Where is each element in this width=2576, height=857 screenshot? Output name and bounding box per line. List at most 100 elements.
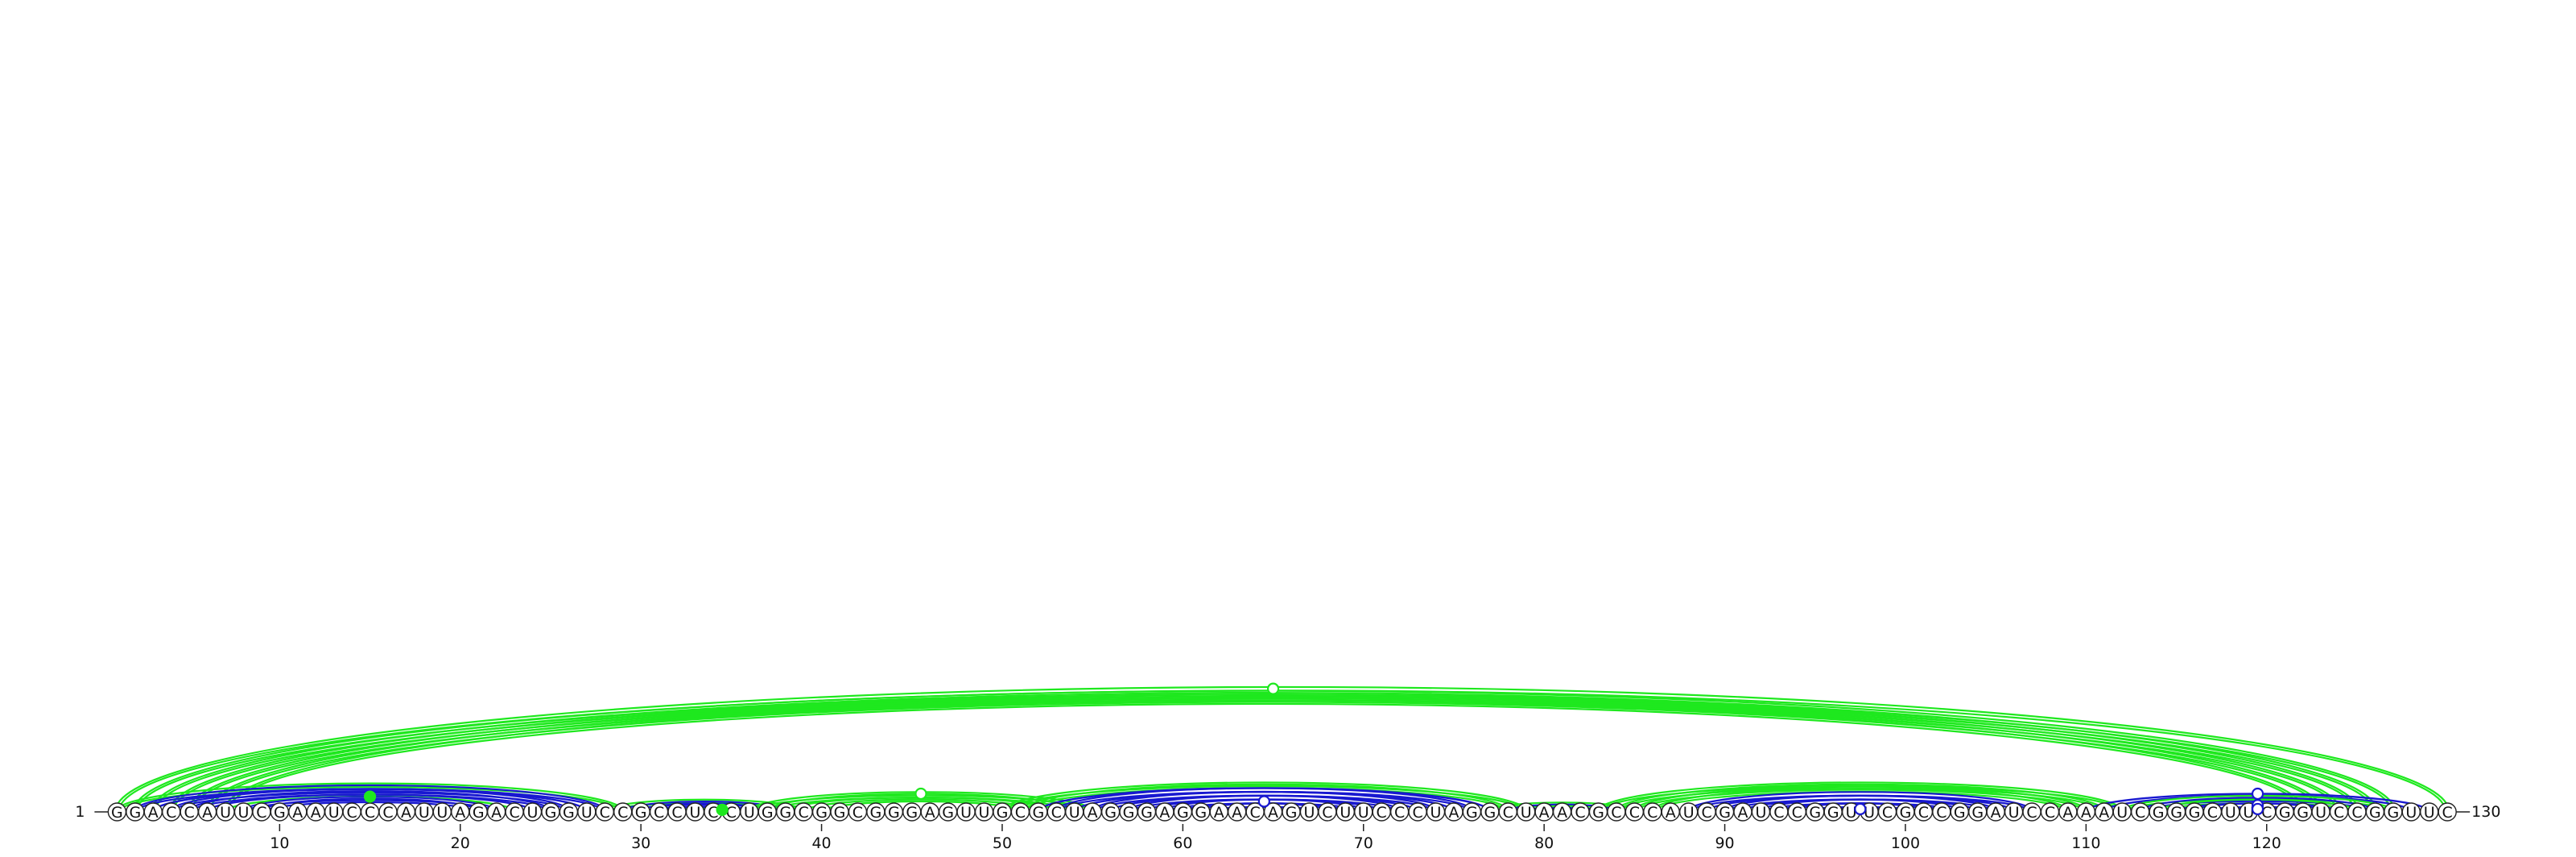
nucleotide-letter: C [1792, 804, 1802, 822]
nucleotide: C [2022, 802, 2041, 822]
nucleotide-letter: C [1394, 804, 1405, 822]
nucleotide-letter: C [1249, 804, 1260, 822]
nucleotide-letter: C [2261, 804, 2272, 822]
nucleotide-letter: G [779, 804, 791, 822]
nucleotide: U [1751, 802, 1771, 822]
nucleotide-letter: C [1575, 804, 1585, 822]
nucleotide-letter: G [129, 804, 141, 822]
nucleotide: A [1083, 802, 1102, 822]
nucleotide-letter: C [708, 804, 718, 822]
nucleotide-letter: C [2334, 804, 2344, 822]
nucleotide: U [233, 802, 254, 822]
nucleotide-letter: A [1232, 804, 1242, 822]
axis-tick-label: 100 [1891, 834, 1920, 852]
nucleotide: C [505, 802, 524, 822]
nucleotide-letter: A [1268, 804, 1278, 822]
open-marker [914, 787, 927, 801]
nucleotide: C [1624, 802, 1645, 822]
nucleotide: C [649, 802, 669, 822]
base-pair-arc [114, 782, 626, 813]
axis-tick-label: 10 [270, 834, 289, 852]
nucleotide-letter: A [1448, 804, 1459, 822]
nucleotide: C [1571, 802, 1590, 822]
nucleotide: C [2040, 802, 2060, 822]
nucleotide-letter: C [1015, 804, 1026, 822]
nucleotide: G [469, 802, 488, 822]
nucleotide: C [2329, 802, 2349, 822]
nucleotide-letter: U [1358, 804, 1369, 822]
nucleotide-letter: G [1719, 804, 1731, 822]
nucleotide: G [1173, 802, 1193, 822]
nucleotide: U [577, 802, 597, 822]
arc-markers [363, 682, 2264, 816]
nucleotide-letter: C [1377, 804, 1387, 822]
nucleotide: G [938, 802, 958, 822]
base-pair-arc [1632, 785, 2089, 813]
nucleotide: G [830, 802, 849, 822]
nucleotide: U [2221, 802, 2240, 822]
nucleotide: G [1100, 802, 1121, 822]
nucleotide-letter: C [1647, 804, 1657, 822]
axis-tick-label: 80 [1534, 834, 1554, 852]
nucleotide-letter: U [690, 804, 701, 822]
nucleotide: G [811, 802, 832, 822]
nucleotide-letter: A [925, 804, 935, 822]
nucleotide: A [1227, 802, 1247, 822]
nucleotide: U [1678, 802, 1699, 822]
nucleotide: U [2420, 802, 2439, 822]
nucleotide-letter: G [1954, 804, 1966, 822]
nucleotide-letter: U [2116, 804, 2128, 822]
nucleotide-letter: C [1611, 804, 1621, 822]
nucleotide-letter: A [2099, 804, 2109, 822]
nucleotide: U [216, 802, 235, 822]
nucleotide: U [685, 802, 705, 822]
nucleotide: A [486, 802, 506, 822]
nucleotide: C [2438, 802, 2457, 822]
nucleotide: G [1968, 802, 1988, 822]
nucleotide-letter: U [1846, 804, 1857, 822]
open-marker [1257, 795, 1270, 808]
nucleotide-letter: C [1936, 804, 1946, 822]
nucleotide-letter: G [2153, 804, 2165, 822]
nucleotide: G [107, 802, 127, 822]
nucleotide-letter: G [1809, 804, 1821, 822]
nucleotide: C [1389, 802, 1410, 822]
nucleotide-letter: G [473, 804, 485, 822]
nucleotide: C [1010, 802, 1030, 822]
nucleotide-letter: C [346, 804, 357, 822]
nucleotide: A [1552, 802, 1572, 822]
nucleotide: G [270, 802, 290, 822]
open-marker [2251, 787, 2264, 801]
nucleotide: A [1155, 802, 1174, 822]
nucleotide-letter: C [1503, 804, 1513, 822]
nucleotide-letter: U [2008, 804, 2020, 822]
nucleotide-letter: G [2279, 804, 2291, 822]
nucleotide-letter: G [2170, 804, 2182, 822]
nucleotide: G [1119, 802, 1138, 822]
nucleotide: U [1299, 802, 1319, 822]
nucleotide: C [1913, 802, 1934, 822]
nucleotide-letter: U [960, 804, 972, 822]
nucleotide-letter: U [1521, 804, 1532, 822]
nucleotide-letter: U [436, 804, 448, 822]
nucleotide-letter: C [256, 804, 266, 822]
base-pair-arc [999, 781, 1530, 813]
nucleotide: C [1932, 802, 1951, 822]
nucleotide: G [1806, 802, 1825, 822]
nucleotide: U [324, 802, 344, 822]
nucleotide: G [1282, 802, 1301, 822]
nucleotide-letter: A [148, 804, 159, 822]
nucleotide-letter: C [798, 804, 808, 822]
nucleotide-letter: C [2351, 804, 2362, 822]
filled-marker [363, 790, 377, 803]
nucleotide-letter: C [365, 804, 375, 822]
nucleotide-letter: G [111, 804, 123, 822]
nucleotide: C [342, 802, 361, 822]
nucleotide: U [432, 802, 452, 822]
nucleotide-letter: G [1123, 804, 1135, 822]
nucleotide-letter: G [563, 804, 575, 822]
nucleotide-letter: A [1159, 804, 1170, 822]
nucleotide: G [2365, 802, 2385, 822]
nucleotide-letter: U [744, 804, 755, 822]
